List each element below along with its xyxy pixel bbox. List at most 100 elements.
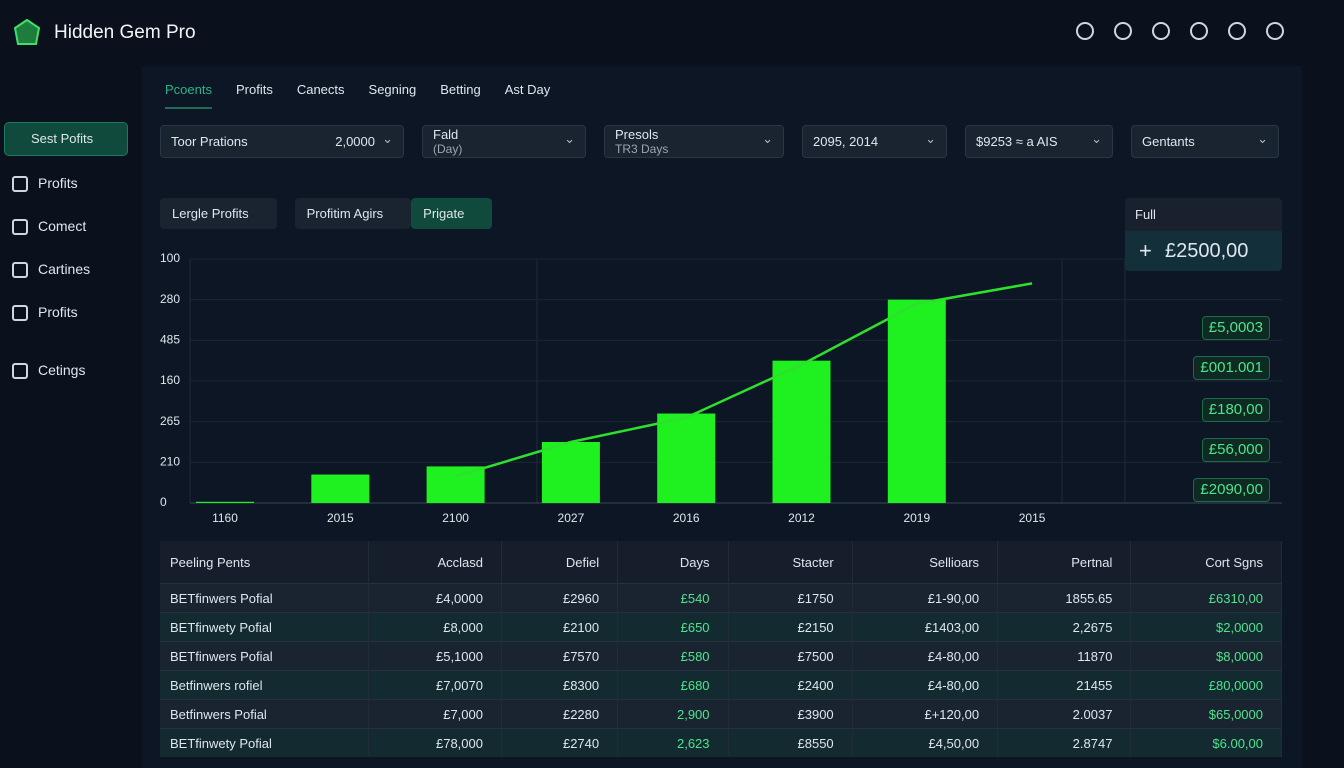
table-cell: £4-80,00 xyxy=(852,641,999,671)
table-cell: BETfinwety Pofial xyxy=(160,612,369,642)
filter-text: $9253 ≈ a AIS xyxy=(976,134,1058,149)
table-header: Sellioars xyxy=(852,541,999,584)
table-cell: £580 xyxy=(617,641,729,671)
table-header: Acclasd xyxy=(368,541,502,584)
filter-text: 2095, 2014 xyxy=(813,134,878,149)
side-value: £001.001 xyxy=(1193,356,1270,380)
icon[interactable] xyxy=(1152,22,1170,40)
icon[interactable] xyxy=(1114,22,1132,40)
table-row[interactable]: Betfinwers Pofial £7,000 £2280 2,900 £3900 £+… xyxy=(160,699,1282,729)
table-header: Peeling Pents xyxy=(160,541,369,584)
chart: 0 210 265 160 485 280 100 1160 2015 2100 2027 2016 2… xyxy=(160,251,1282,525)
side-value: £56,000 xyxy=(1201,438,1270,462)
table-cell: BETfinwers Pofial xyxy=(160,583,369,613)
sidebar: Sest Pofits Profits Comect Cartines Profits C… xyxy=(4,122,128,397)
table-cell: £1-90,00 xyxy=(852,583,999,613)
table-cell: £7,000 xyxy=(368,699,502,729)
table-cell: £7500 xyxy=(728,641,853,671)
table-cell: BETfinwers Pofial xyxy=(160,641,369,671)
filter-sub: TR3 Days xyxy=(615,142,669,156)
table-cell: £540 xyxy=(617,583,729,613)
table-cell: $2,0000 xyxy=(1130,612,1282,642)
x-tick-label: 2027 xyxy=(558,511,585,525)
y-tick-label: 210 xyxy=(160,455,180,469)
table-row[interactable]: Betfinwers rofiel £7,0070 £8300 £680 £2400 £4… xyxy=(160,670,1282,700)
table-cell: $6.00,00 xyxy=(1130,728,1282,757)
y-tick-label: 100 xyxy=(160,251,180,265)
table-cell: £78,000 xyxy=(368,728,502,757)
icon[interactable] xyxy=(1266,22,1284,40)
table-cell: £6310,00 xyxy=(1130,583,1282,613)
nav-item[interactable]: Sest Pofits xyxy=(4,122,128,156)
table-cell: Betfinwers rofiel xyxy=(160,670,369,700)
y-tick-label: 265 xyxy=(160,414,180,428)
filter-label: Presols xyxy=(615,127,659,142)
filter-label: Gentants xyxy=(1142,134,1195,149)
y-tick-label: 280 xyxy=(160,292,180,306)
table-cell: £8550 xyxy=(728,728,853,757)
table-cell: £5,1000 xyxy=(368,641,502,671)
table-row[interactable]: BETfinwety Pofial £8,000 £2100 £650 £2150 £14… xyxy=(160,612,1282,642)
y-tick-label: 485 xyxy=(160,333,180,347)
table-cell: BETfinwety Pofial xyxy=(160,728,369,757)
icon[interactable] xyxy=(1228,22,1246,40)
line xyxy=(455,282,1033,478)
tab[interactable]: Betting xyxy=(440,82,481,97)
table-cell: £8300 xyxy=(501,670,619,700)
table-cell: £7,0070 xyxy=(368,670,502,700)
icon[interactable] xyxy=(1190,22,1208,40)
brand: Hidden Gem Pro xyxy=(54,22,196,43)
x-tick-label: 2016 xyxy=(673,511,700,525)
nav-item[interactable]: Cartines xyxy=(4,253,128,285)
side-value: £5,0003 xyxy=(1201,316,1270,340)
tab[interactable]: Segning xyxy=(368,82,417,97)
table-row[interactable]: BETfinwety Pofial £78,000 £2740 2,623 £8550 £… xyxy=(160,728,1282,757)
filter[interactable]: Presols TR3 Days xyxy=(604,125,784,158)
filter-text: Fald (Day) xyxy=(433,127,462,156)
nav-item[interactable]: Comect xyxy=(4,210,128,242)
table-cell: £4,0000 xyxy=(368,583,502,613)
filter[interactable]: 2095, 2014 xyxy=(802,125,947,158)
nav-item[interactable]: Profits xyxy=(4,296,128,328)
tab[interactable]: Canects xyxy=(296,82,345,97)
filter[interactable]: $9253 ≈ a AIS xyxy=(965,125,1113,158)
chart-control[interactable]: Lergle Profits xyxy=(160,198,277,229)
table-cell: £4,50,00 xyxy=(852,728,999,757)
chart-control[interactable]: Profitim Agirs xyxy=(294,198,412,229)
tab[interactable]: Pcoents xyxy=(165,82,212,109)
filter[interactable]: Toor Prations 2,0000 xyxy=(160,125,404,158)
total: £2500,00 xyxy=(1125,231,1282,271)
tab[interactable]: Ast Day xyxy=(504,82,551,97)
table-cell: £650 xyxy=(617,612,729,642)
nav-item[interactable]: Cetings xyxy=(4,354,128,386)
table-cell: £80,0000 xyxy=(1130,670,1282,700)
table-cell: $8,0000 xyxy=(1130,641,1282,671)
table-header: Pertnal xyxy=(997,541,1132,584)
table-cell: £8,000 xyxy=(368,612,502,642)
bar xyxy=(196,501,254,503)
y-tick-label: 0 xyxy=(160,495,167,509)
table: Peeling Pents Acclasd Defiel Days Stacter Sel… xyxy=(160,541,1282,757)
table-cell: 2.0037 xyxy=(997,699,1132,729)
icon[interactable] xyxy=(1076,22,1094,40)
filter-text: Gentants xyxy=(1142,134,1195,149)
table-cell: £2100 xyxy=(501,612,619,642)
table-row[interactable]: BETfinwers Pofial £4,0000 £2960 £540 £1750 £1… xyxy=(160,583,1282,613)
dropdown[interactable]: Full xyxy=(1125,198,1282,231)
x-tick-label: 2015 xyxy=(1019,511,1046,525)
table-cell: £+120,00 xyxy=(852,699,999,729)
nav-item[interactable]: Profits xyxy=(4,167,128,199)
table-cell: £2280 xyxy=(501,699,619,729)
filter-label: Fald xyxy=(433,127,459,142)
filter[interactable]: Gentants xyxy=(1131,125,1279,158)
table-cell: £1403,00 xyxy=(852,612,999,642)
filter[interactable]: Fald (Day) xyxy=(422,125,586,158)
tab[interactable]: Profits xyxy=(235,82,273,97)
table-header: Stacter xyxy=(728,541,853,584)
tabs: Pcoents Profits Canects Segning Betting Ast D… xyxy=(165,82,550,109)
table-row[interactable]: BETfinwers Pofial £5,1000 £7570 £580 £7500 £4… xyxy=(160,641,1282,671)
chart-control[interactable]: Prigate xyxy=(411,198,493,229)
side-panel: Full £2500,00 £5,0003 £001.001 £180,00 £56,… xyxy=(1125,198,1282,506)
